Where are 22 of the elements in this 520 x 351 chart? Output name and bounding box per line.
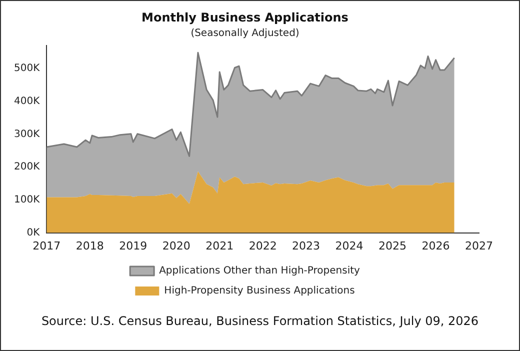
x-tick-label: 2018 [76,239,104,252]
chart-subtitle: (Seasonally Adjusted) [190,28,300,39]
x-tick-label: 2025 [378,239,407,252]
source-note: Source: U.S. Census Bureau, Business Formation Statistics, July 09, 2026 [40,314,480,328]
legend-label: High-Propensity Business Applications [164,286,355,297]
y-tick-label: 100K [14,194,40,206]
x-tick-label: 2020 [162,239,190,252]
y-tick-label: 500K [14,63,40,74]
x-tick-label: 2022 [248,239,277,252]
x-tick-label: 2024 [335,239,364,252]
x-tick-label: 2019 [119,239,148,252]
y-tick-label: 300K [14,128,40,140]
y-tick-label: 200K [14,162,40,173]
x-tick-label: 2021 [206,239,234,252]
x-tick-label: 2026 [422,239,450,252]
x-tick-label: 2023 [292,239,320,252]
x-tick-label: 2017 [32,239,61,252]
chart-title: Monthly Business Applications [142,10,348,24]
x-tick-label: 2027 [465,239,493,252]
y-tick-label: 0K [26,227,40,238]
legend-label: Applications Other than High-Propensity [159,266,360,277]
y-tick-label: 400K [14,96,40,107]
